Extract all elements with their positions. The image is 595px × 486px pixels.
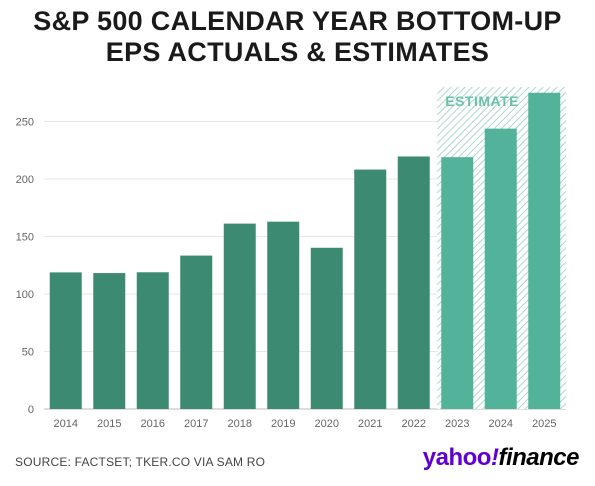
bar-2017 — [180, 255, 213, 409]
bar-2014 — [49, 272, 82, 409]
axis-labels: 0 50 100 150 200 250 2014 2015 2016 2017 2018 2019 2… — [16, 117, 557, 431]
x-tick-label: 2015 — [97, 418, 121, 430]
x-tick-label: 2020 — [315, 418, 339, 430]
x-tick-label: 2014 — [54, 418, 78, 430]
x-tick-label: 2022 — [402, 418, 426, 430]
bar-2016 — [136, 272, 169, 409]
y-tick-label: 0 — [28, 404, 34, 416]
bar-2021 — [354, 169, 387, 409]
yahoo-finance-logo: yahoo!finance — [422, 444, 580, 471]
bar-2024 — [484, 128, 517, 409]
bar-2018 — [223, 223, 256, 409]
bar-2020 — [310, 247, 343, 409]
x-tick-label: 2018 — [228, 418, 252, 430]
bar-2023 — [441, 157, 474, 409]
y-tick-label: 100 — [16, 289, 34, 301]
bar-2019 — [267, 221, 300, 409]
bar-2015 — [93, 273, 126, 409]
chart-title: S&P 500 CALENDAR YEAR BOTTOM-UP EPS ACTU… — [33, 6, 562, 67]
x-tick-label: 2016 — [141, 418, 165, 430]
x-tick-label: 2017 — [184, 418, 208, 430]
source-note: SOURCE: FACTSET; TKER.CO VIA SAM RO — [15, 455, 266, 469]
y-tick-label: 200 — [16, 174, 34, 186]
bar-2022 — [397, 156, 430, 409]
bar-2025 — [528, 92, 561, 409]
x-tick-label: 2023 — [445, 418, 469, 430]
x-tick-label: 2019 — [271, 418, 295, 430]
y-tick-label: 50 — [22, 347, 34, 359]
x-tick-label: 2021 — [358, 418, 382, 430]
y-tick-label: 250 — [16, 117, 34, 129]
x-tick-label: 2024 — [489, 418, 513, 430]
x-tick-label: 2025 — [532, 418, 556, 430]
estimate-label: ESTIMATE — [445, 93, 519, 109]
bars — [49, 92, 561, 409]
y-tick-label: 150 — [16, 232, 34, 244]
